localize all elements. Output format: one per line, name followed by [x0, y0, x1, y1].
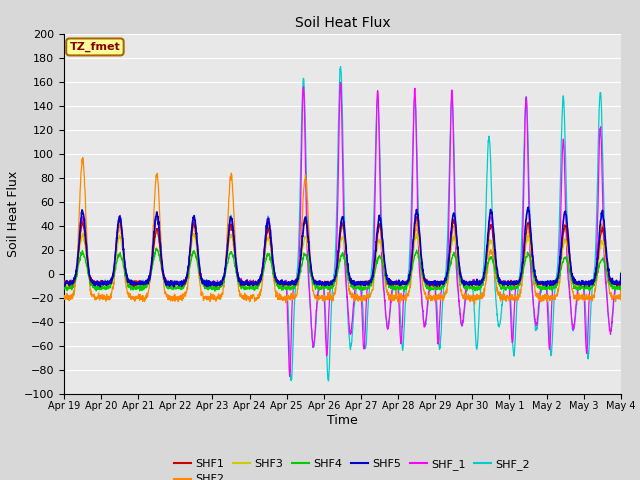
- SHF3: [60, 282, 68, 288]
- SHF_1: [337, 80, 344, 85]
- SHF3: [568, 272, 576, 278]
- Line: SHF_1: SHF_1: [64, 83, 621, 376]
- SHF_2: [617, 270, 625, 276]
- SHF2: [568, 287, 576, 292]
- SHF4: [400, 288, 408, 294]
- SHF4: [371, 268, 379, 274]
- X-axis label: Time: Time: [327, 414, 358, 427]
- SHF5: [504, 278, 512, 284]
- SHF_1: [505, 283, 513, 289]
- SHF1: [584, 279, 591, 285]
- SHF5: [97, 284, 104, 290]
- Y-axis label: Soil Heat Flux: Soil Heat Flux: [7, 170, 20, 257]
- SHF_2: [324, 378, 332, 384]
- SHF_1: [359, 335, 367, 340]
- SHF3: [152, 228, 159, 233]
- SHF5: [359, 281, 367, 287]
- SHF4: [359, 287, 367, 292]
- SHF2: [216, 292, 223, 298]
- SHF3: [584, 284, 591, 290]
- SHF_1: [286, 373, 294, 379]
- SHF4: [568, 277, 576, 283]
- SHF2: [79, 155, 86, 160]
- SHF3: [99, 287, 106, 292]
- SHF_2: [505, 281, 513, 287]
- SHF5: [524, 204, 532, 210]
- Title: Soil Heat Flux: Soil Heat Flux: [294, 16, 390, 30]
- SHF_1: [617, 271, 625, 276]
- SHF3: [216, 284, 223, 289]
- SHF2: [584, 297, 591, 302]
- SHF_2: [568, 322, 576, 328]
- SHF_1: [371, 196, 379, 202]
- SHF5: [371, 257, 379, 263]
- SHF5: [568, 271, 576, 276]
- SHF5: [617, 271, 625, 277]
- SHF_1: [60, 282, 68, 288]
- SHF1: [617, 273, 625, 278]
- SHF1: [504, 281, 512, 287]
- SHF5: [60, 281, 68, 287]
- SHF2: [505, 297, 513, 303]
- SHF5: [584, 281, 591, 287]
- Line: SHF3: SHF3: [64, 230, 621, 289]
- SHF_1: [584, 341, 591, 347]
- SHF_2: [359, 305, 367, 311]
- SHF1: [580, 284, 588, 290]
- Line: SHF_2: SHF_2: [64, 67, 621, 381]
- SHF2: [617, 271, 625, 276]
- SHF4: [617, 270, 625, 276]
- Line: SHF1: SHF1: [64, 216, 621, 287]
- SHF_2: [60, 283, 68, 289]
- SHF1: [60, 278, 68, 284]
- SHF_2: [216, 280, 223, 286]
- SHF3: [617, 269, 625, 275]
- SHF1: [568, 273, 575, 278]
- SHF3: [505, 281, 513, 287]
- SHF2: [359, 294, 367, 300]
- SHF4: [505, 286, 513, 291]
- SHF_2: [371, 169, 379, 175]
- SHF1: [371, 263, 378, 269]
- SHF5: [216, 283, 223, 288]
- SHF4: [60, 286, 68, 291]
- SHF3: [371, 261, 379, 267]
- Text: TZ_fmet: TZ_fmet: [70, 42, 120, 52]
- SHF_2: [584, 350, 591, 356]
- Line: SHF5: SHF5: [64, 207, 621, 287]
- SHF2: [471, 301, 479, 307]
- Line: SHF2: SHF2: [64, 157, 621, 304]
- SHF_1: [216, 281, 223, 287]
- SHF4: [216, 284, 223, 289]
- SHF4: [584, 286, 591, 292]
- SHF1: [358, 280, 366, 286]
- Line: SHF4: SHF4: [64, 248, 621, 291]
- SHF1: [413, 214, 421, 219]
- SHF3: [359, 284, 367, 289]
- Legend: SHF1, SHF2, SHF3, SHF4, SHF5, SHF_1, SHF_2: SHF1, SHF2, SHF3, SHF4, SHF5, SHF_1, SHF…: [170, 455, 534, 480]
- SHF2: [371, 270, 379, 276]
- SHF4: [153, 245, 161, 251]
- SHF1: [216, 281, 223, 287]
- SHF_1: [568, 321, 576, 326]
- SHF_2: [337, 64, 344, 70]
- SHF2: [60, 296, 68, 302]
